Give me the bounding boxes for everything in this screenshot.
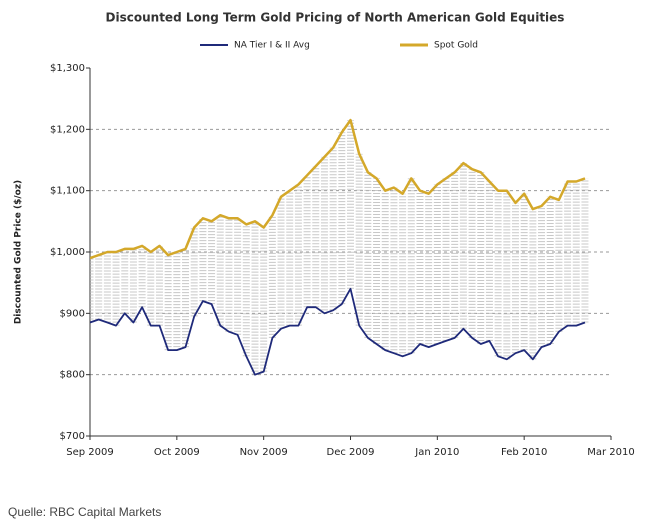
- plot-area: [90, 118, 589, 376]
- x-tick-label: Dec 2009: [327, 447, 375, 458]
- y-tick-label: $800: [60, 370, 85, 381]
- legend-label: Spot Gold: [434, 41, 478, 51]
- chart-title: Discounted Long Term Gold Pricing of Nor…: [106, 11, 565, 25]
- x-tick-label: Sep 2009: [66, 447, 113, 458]
- x-tick-label: Oct 2009: [154, 447, 200, 458]
- y-tick-label: $900: [60, 308, 85, 319]
- x-tick-label: Jan 2010: [414, 447, 459, 458]
- series-line: [90, 287, 586, 376]
- source-note: Quelle: RBC Capital Markets: [8, 505, 161, 519]
- y-axis-label: Discounted Gold Price ($/oz): [14, 180, 24, 324]
- y-tick-label: $1,000: [50, 247, 85, 258]
- y-tick-label: $1,100: [50, 186, 85, 197]
- legend-label: NA Tier I & II Avg: [234, 41, 310, 51]
- x-tick-label: Nov 2009: [240, 447, 288, 458]
- y-tick-label: $1,200: [50, 124, 85, 135]
- x-tick-label: Feb 2010: [501, 447, 547, 458]
- x-tick-label: Mar 2010: [587, 447, 635, 458]
- y-tick-label: $700: [60, 431, 85, 442]
- series-line: [90, 118, 586, 260]
- y-tick-label: $1,300: [50, 63, 85, 74]
